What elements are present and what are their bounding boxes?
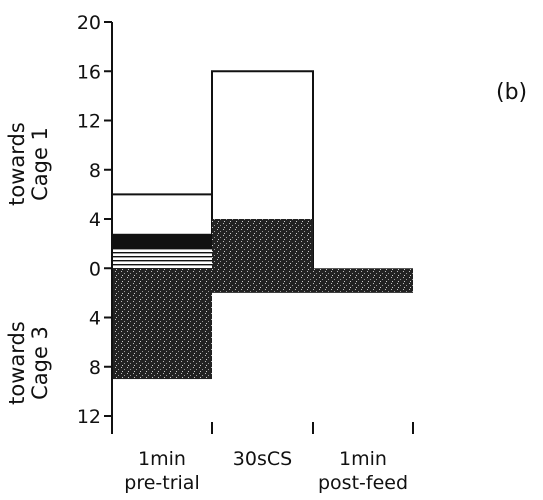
y-tick-label: 4 — [89, 308, 101, 330]
panel-label: (b) — [496, 80, 527, 105]
bar-stippled-low-2 — [313, 268, 413, 293]
y-axis — [104, 21, 113, 426]
y-label-lower-line1: towards — [5, 321, 29, 405]
bar-horizontal-lines-0 — [112, 248, 212, 269]
category-label-line1: 1min — [138, 448, 186, 470]
y-label-lower: towards Cage 3 — [5, 321, 52, 405]
y-tick-label: 20 — [77, 12, 101, 34]
bar-stippled-0 — [112, 268, 212, 380]
y-label-upper-line2: Cage 1 — [28, 127, 52, 201]
y-tick-label: 12 — [77, 111, 101, 133]
category-label-line2: post-feed — [318, 472, 408, 494]
y-tick-label: 8 — [89, 160, 101, 182]
y-tick-label: 16 — [77, 61, 101, 83]
x-axis — [111, 422, 414, 434]
y-label-upper: towards Cage 1 — [5, 122, 52, 206]
y-tick-label: 4 — [89, 209, 101, 231]
y-tick-labels: 12 8 4 0 4 8 12 16 20 — [77, 12, 101, 428]
category-label-line1: 1min — [339, 448, 387, 470]
y-label-upper-line1: towards — [5, 122, 29, 206]
bar-stippled-low-1 — [212, 268, 313, 293]
bars — [111, 70, 413, 380]
category-label-line1: 30sCS — [233, 448, 292, 470]
y-tick-label: 12 — [77, 406, 101, 428]
y-tick-label: 8 — [89, 357, 101, 379]
category-label-line2: pre-trial — [124, 472, 199, 494]
y-label-lower-line2: Cage 3 — [28, 326, 52, 400]
bar-stippled-1 — [212, 219, 313, 269]
y-tick-label: 0 — [89, 258, 101, 280]
